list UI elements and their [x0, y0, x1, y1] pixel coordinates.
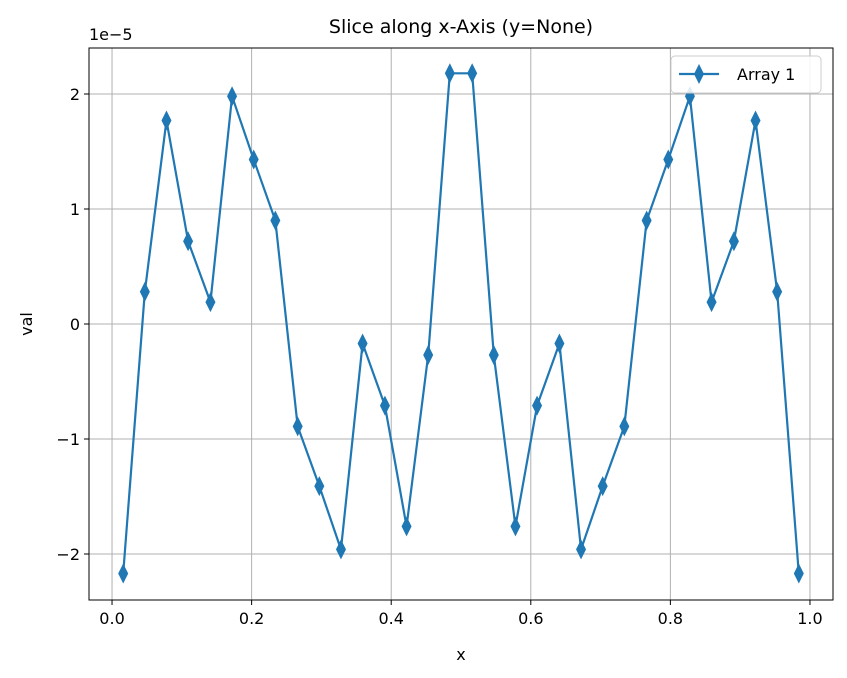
x-tick-label: 1.0 — [797, 609, 822, 628]
data-point-marker — [663, 149, 674, 170]
y-tick-label: 0 — [70, 315, 80, 334]
data-point-marker — [728, 231, 739, 252]
x-tick-label: 0.8 — [658, 609, 683, 628]
data-point-marker — [510, 516, 521, 537]
y-tick-label: 1 — [70, 200, 80, 219]
data-point-marker — [554, 333, 565, 354]
x-tick-label: 0.0 — [99, 609, 124, 628]
data-point-marker — [619, 416, 630, 437]
data-point-marker — [641, 210, 652, 231]
data-point-marker — [706, 292, 717, 313]
y-tick-label: 2 — [70, 85, 80, 104]
x-tick-label: 0.6 — [518, 609, 543, 628]
data-point-marker — [205, 292, 216, 313]
data-point-marker — [467, 63, 478, 84]
data-point-marker — [793, 563, 804, 584]
x-axis-title: x — [456, 645, 465, 664]
data-point-marker — [183, 231, 194, 252]
legend-label: Array 1 — [737, 65, 795, 84]
series-line — [122, 72, 800, 574]
data-point-marker — [118, 563, 129, 584]
y-offset-label: 1e−5 — [89, 25, 133, 44]
y-tick-label: −1 — [56, 430, 80, 449]
data-point-marker — [444, 63, 455, 84]
data-point-marker — [576, 539, 587, 560]
data-point-marker — [248, 149, 259, 170]
x-tick-label: 0.2 — [239, 609, 264, 628]
y-axis-title: val — [17, 312, 36, 336]
x-tick-label: 0.4 — [378, 609, 403, 628]
data-point-marker — [161, 110, 172, 131]
data-point-marker — [750, 110, 761, 131]
y-tick-label: −2 — [56, 545, 80, 564]
data-point-marker — [270, 210, 281, 231]
data-point-marker — [379, 395, 390, 416]
data-point-marker — [423, 345, 434, 366]
series-layer — [118, 63, 804, 584]
data-point-marker — [357, 333, 368, 354]
data-point-marker — [532, 395, 543, 416]
data-point-marker — [488, 345, 499, 366]
legend-box — [670, 55, 822, 94]
data-point-marker — [401, 516, 412, 537]
data-point-marker — [772, 281, 783, 302]
data-point-marker — [314, 476, 325, 497]
legend: Array 1 — [670, 55, 822, 94]
grid — [89, 48, 833, 600]
data-point-marker — [335, 539, 346, 560]
data-point-marker — [227, 86, 238, 107]
data-point-marker — [597, 476, 608, 497]
chart-title: Slice along x-Axis (y=None) — [329, 16, 593, 38]
axis-ticks: 0.0 0.2 0.4 0.6 0.8 1.0 −2 −1 0 1 2 — [56, 85, 822, 628]
data-point-marker — [292, 416, 303, 437]
data-point-marker — [139, 281, 150, 302]
legend-marker — [694, 64, 704, 84]
